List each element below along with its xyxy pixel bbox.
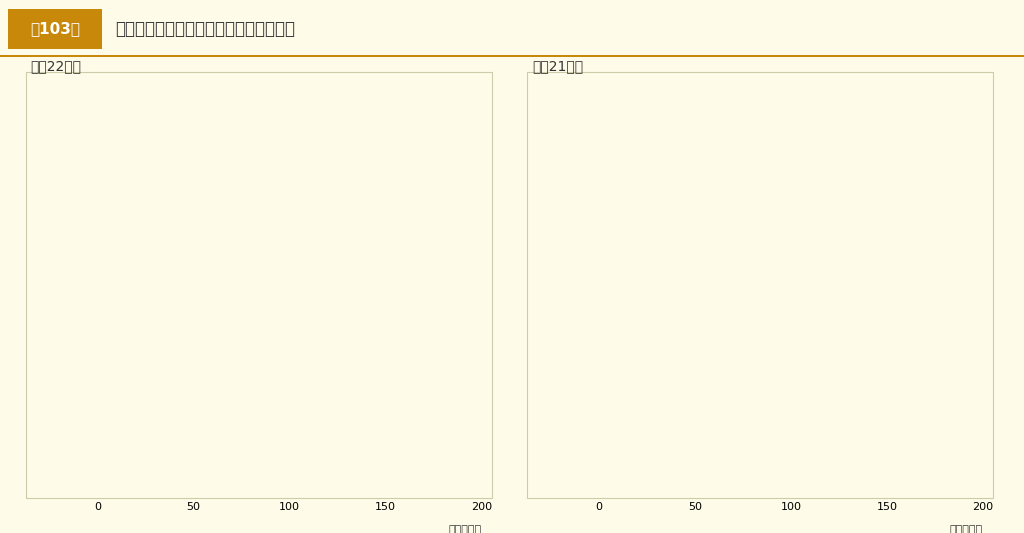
Bar (97, 327, 242, 340)
Text: 6: 6 (613, 424, 621, 434)
Bar (599, 408, 622, 421)
Text: （会計数）: （会計数） (950, 524, 983, 533)
Bar (599, 449, 910, 462)
Text: 平成21年度: 平成21年度 (532, 60, 584, 74)
Bar (97, 368, 145, 381)
Text: 2: 2 (104, 247, 112, 257)
Text: 38: 38 (675, 369, 689, 379)
Bar (97, 327, 242, 340)
Bar (97, 286, 113, 300)
Bar (97, 246, 101, 259)
Text: 14: 14 (629, 384, 643, 394)
Text: 25: 25 (650, 343, 664, 353)
Bar (599, 449, 910, 462)
Bar (97, 449, 326, 462)
Text: 98: 98 (791, 328, 804, 338)
Bar (599, 382, 626, 395)
Bar (97, 301, 105, 314)
Bar (599, 246, 605, 259)
Bar (599, 463, 693, 477)
Bar (599, 286, 621, 300)
Bar (599, 368, 672, 381)
FancyBboxPatch shape (44, 112, 79, 137)
Bar (599, 423, 610, 436)
Bar (599, 327, 787, 340)
Text: 9: 9 (118, 410, 125, 419)
Bar (599, 301, 606, 314)
Text: 資金不足額がある公営企業会計数: 資金不足額がある公営企業会計数 (108, 118, 212, 131)
Text: 7: 7 (114, 384, 121, 394)
Text: 業会計数: 業会計数 (609, 180, 637, 192)
Text: 75: 75 (244, 328, 258, 338)
FancyBboxPatch shape (546, 112, 581, 137)
Text: 38: 38 (173, 465, 187, 475)
Text: 21: 21 (140, 343, 155, 353)
Text: 資金不足額がある公営企業会計数: 資金不足額がある公営企業会計数 (609, 118, 714, 131)
Text: 11: 11 (623, 288, 637, 298)
Bar (599, 368, 672, 381)
Text: 業会計数: 業会計数 (108, 180, 135, 192)
Text: 0: 0 (100, 262, 108, 272)
Bar (97, 382, 111, 395)
Text: 平成22年度: 平成22年度 (31, 60, 82, 74)
FancyBboxPatch shape (546, 164, 581, 189)
Bar (97, 246, 101, 259)
Bar (97, 408, 115, 421)
Bar (97, 286, 113, 300)
Bar (97, 463, 170, 477)
Bar (599, 408, 622, 421)
Text: 4: 4 (108, 303, 115, 312)
Bar (599, 327, 787, 340)
Text: 8: 8 (116, 288, 123, 298)
Text: 12: 12 (625, 410, 639, 419)
Text: 第103図: 第103図 (31, 21, 80, 37)
Text: うち資金不足比率が経営健全化基準以上である公営企: うち資金不足比率が経営健全化基準以上である公営企 (108, 165, 275, 177)
Text: （会計数）: （会計数） (449, 524, 481, 533)
Text: 3: 3 (607, 247, 614, 257)
Text: うち資金不足比率が経営健全化基準以上である公営企: うち資金不足比率が経営健全化基準以上である公営企 (609, 165, 777, 177)
Bar (599, 286, 621, 300)
Bar (97, 423, 109, 436)
FancyBboxPatch shape (44, 164, 79, 189)
Text: 4: 4 (609, 303, 616, 312)
Bar (599, 246, 605, 259)
Text: 資金不足額の状況（団体種類別会計数）: 資金不足額の状況（団体種類別会計数） (115, 20, 295, 38)
Text: 119: 119 (329, 450, 350, 461)
Text: 162: 162 (913, 450, 934, 461)
Bar (97, 368, 145, 381)
Bar (97, 408, 115, 421)
Bar (599, 342, 647, 354)
Text: 49: 49 (696, 465, 711, 475)
Bar (97, 449, 326, 462)
Text: 6: 6 (112, 424, 119, 434)
Text: 0: 0 (602, 262, 609, 272)
Bar (97, 342, 137, 354)
Text: 25: 25 (148, 369, 162, 379)
